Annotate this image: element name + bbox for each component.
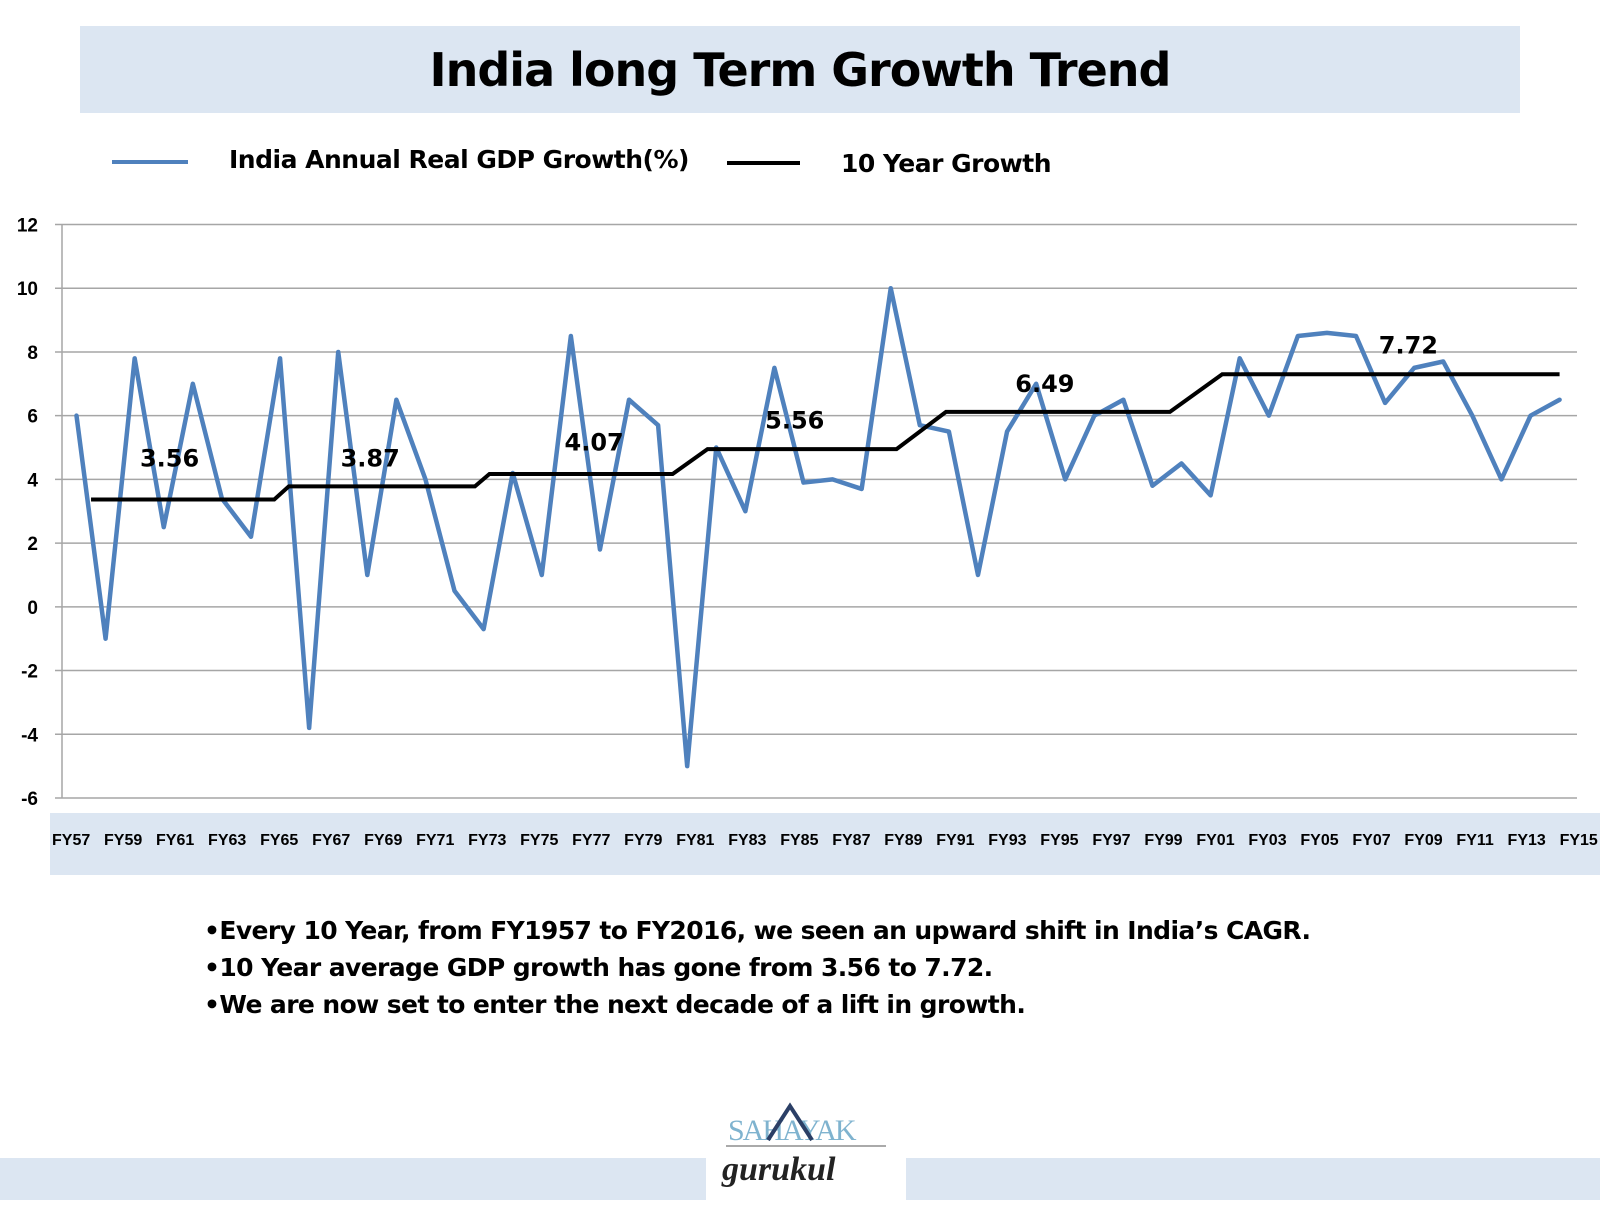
y-tick-label: 4 — [27, 470, 38, 491]
data-label: 6.49 — [1015, 370, 1074, 398]
y-tick-label: 8 — [27, 343, 38, 364]
note-3: •We are now set to enter the next decade… — [204, 986, 1310, 1023]
note-2: •10 Year average GDP growth has gone fro… — [204, 949, 1310, 986]
gdp-growth-line — [77, 288, 1560, 766]
logo-graphic: SAHAYAK gurukul — [706, 1100, 906, 1200]
svg-text:gurukul: gurukul — [721, 1151, 836, 1188]
note-1: •Every 10 Year, from FY1957 to FY2016, w… — [204, 912, 1310, 949]
y-tick-label: -4 — [21, 725, 38, 746]
data-label: 3.56 — [140, 445, 199, 473]
notes: •Every 10 Year, from FY1957 to FY2016, w… — [204, 912, 1310, 1023]
y-tick-label: -6 — [21, 789, 38, 810]
svg-text:SAHAYAK: SAHAYAK — [728, 1114, 857, 1147]
y-tick-label: -2 — [21, 662, 38, 683]
data-label: 7.72 — [1379, 332, 1438, 360]
sahayak-gurukul-logo: SAHAYAK gurukul — [706, 1100, 906, 1200]
y-tick-label: 6 — [27, 407, 38, 428]
y-tick-label: 2 — [27, 534, 38, 555]
data-label: 4.07 — [565, 429, 624, 457]
data-label: 5.56 — [765, 406, 824, 434]
y-tick-label: 12 — [17, 216, 38, 237]
data-label: 3.87 — [341, 445, 400, 473]
y-tick-label: 10 — [17, 279, 38, 300]
y-tick-label: 0 — [27, 598, 38, 619]
